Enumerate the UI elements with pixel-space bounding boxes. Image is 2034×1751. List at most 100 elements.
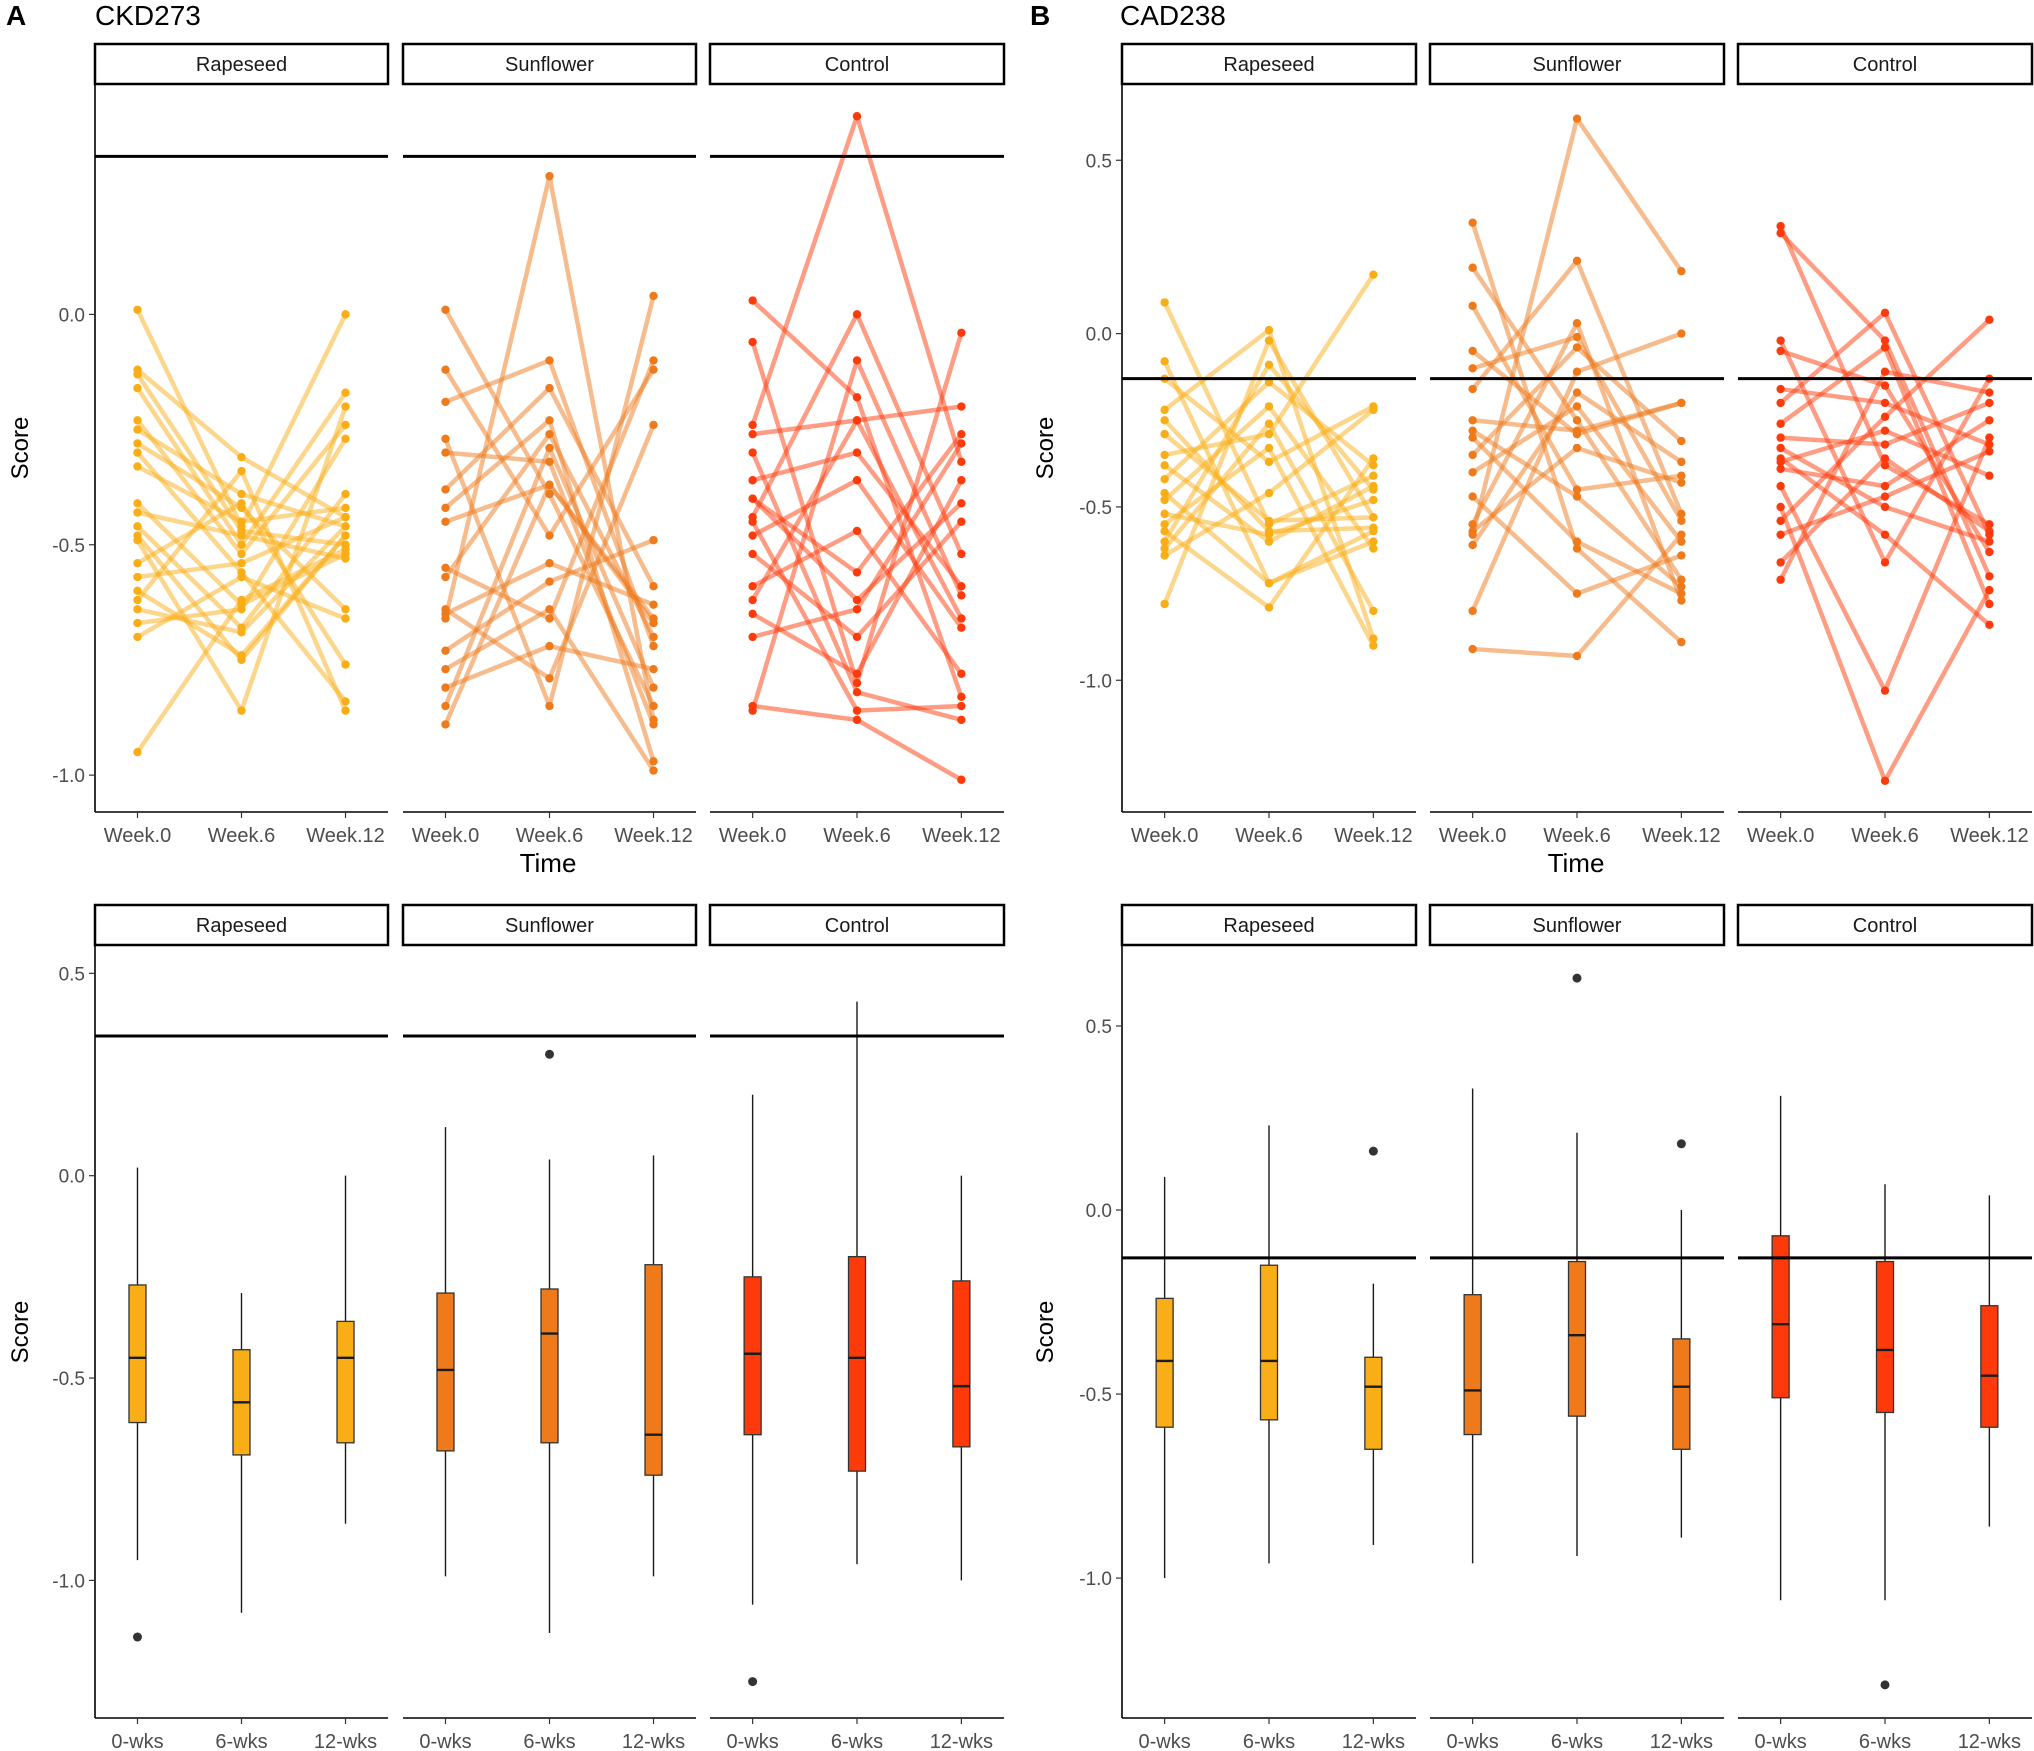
subject-point [852, 526, 862, 536]
facet-strip [1428, 42, 1726, 86]
subject-point [852, 715, 862, 725]
subject-point [1677, 329, 1686, 338]
subject-point [1264, 457, 1274, 467]
box-body [436, 1292, 455, 1452]
subject-point [133, 448, 142, 457]
subject-point [237, 651, 246, 660]
subject-point [1468, 301, 1477, 311]
subject-point [1985, 547, 1994, 557]
subject-point [649, 632, 658, 642]
subject-point [1677, 436, 1686, 446]
subject-point [649, 715, 658, 725]
subject-point [341, 545, 350, 554]
subject-point [341, 614, 350, 623]
subject-point [748, 429, 757, 439]
subject-point [545, 701, 554, 711]
subject-point [1468, 530, 1477, 539]
subject-point [1985, 585, 1994, 595]
subject-point [545, 429, 554, 439]
subject-point [1264, 402, 1274, 411]
subject-point [1468, 346, 1477, 356]
subject-point [341, 503, 350, 513]
x-tick-label: Week.0 [104, 825, 171, 847]
x-tick-label: 12-wks [1650, 1731, 1713, 1751]
x-tick-label: 12-wks [314, 1731, 377, 1751]
subject-point [133, 370, 142, 379]
subject-point [133, 632, 142, 642]
subject-point [133, 522, 142, 531]
subject-point [1468, 263, 1477, 272]
subject-point [852, 568, 862, 577]
subject-point [1160, 475, 1169, 484]
subject-point [341, 706, 350, 715]
subject-point [1776, 516, 1785, 525]
subject-point [1677, 637, 1686, 647]
subject-point [852, 310, 862, 319]
subject-point [957, 591, 966, 600]
x-tick-label: Week.6 [1235, 825, 1302, 847]
facet-sunflower: Sunflower Week.0 Week.6 Week.12 [1428, 42, 1726, 847]
subject-point [1880, 412, 1890, 421]
subject-point [649, 420, 658, 430]
subject-point [1264, 579, 1274, 588]
y-tick-label: -0.5 [52, 1369, 85, 1390]
subject-point [957, 715, 966, 725]
subject-point [441, 563, 450, 572]
subject-point [1264, 325, 1274, 335]
subject-point [237, 628, 246, 637]
subject-point [649, 766, 658, 775]
subject-point [957, 623, 966, 632]
subject-point [133, 558, 142, 568]
subject-point [1369, 471, 1378, 480]
subject-point [1160, 544, 1169, 553]
subject-point [237, 605, 246, 614]
subject-point [1776, 398, 1785, 408]
box-body [847, 1255, 867, 1472]
subject-point [545, 674, 554, 683]
subject-point [133, 439, 142, 448]
subject-point [1572, 114, 1582, 123]
y-tick-label: -1.0 [52, 1571, 85, 1592]
subject-point [133, 383, 142, 393]
facet-strip [1120, 903, 1418, 947]
subject-point [957, 402, 966, 411]
y-tick-label: 0.0 [1086, 325, 1112, 346]
subject-point [545, 457, 554, 467]
subject-point [1264, 488, 1274, 498]
subject-point [649, 618, 658, 628]
subject-point [748, 420, 757, 430]
subject-point [1776, 502, 1785, 512]
subject-point [341, 531, 350, 540]
subject-point [1264, 530, 1274, 539]
facet-strip-label: Control [825, 915, 889, 937]
panel-title-a: CKD273 [95, 0, 201, 31]
subject-point [545, 171, 554, 181]
subject-point [1776, 336, 1785, 345]
subject-point [957, 517, 966, 526]
subject-point [237, 558, 246, 568]
subject-point [1572, 429, 1582, 439]
x-tick-label: Week.0 [1439, 825, 1506, 847]
subject-point [237, 517, 246, 526]
subject-point [1468, 384, 1477, 394]
subject-point [441, 664, 450, 674]
subject-point [1264, 419, 1274, 428]
subject-point [1776, 575, 1785, 584]
subject-point [441, 646, 450, 655]
subject-point [1677, 398, 1686, 408]
subject-point [852, 706, 862, 715]
box-body [1567, 1260, 1587, 1417]
subject-point [341, 388, 350, 397]
subject-point [1160, 429, 1169, 439]
b-line-xlabel: Time [1548, 848, 1605, 878]
subject-point [1985, 599, 1994, 609]
subject-point [441, 305, 450, 314]
x-tick-label: 0-wks [419, 1731, 471, 1751]
subject-point [748, 494, 757, 503]
subject-point [852, 632, 862, 642]
y-tick-label: -0.5 [1079, 498, 1112, 519]
subject-point [748, 632, 757, 642]
y-tick-label: -1.0 [1079, 1569, 1112, 1590]
